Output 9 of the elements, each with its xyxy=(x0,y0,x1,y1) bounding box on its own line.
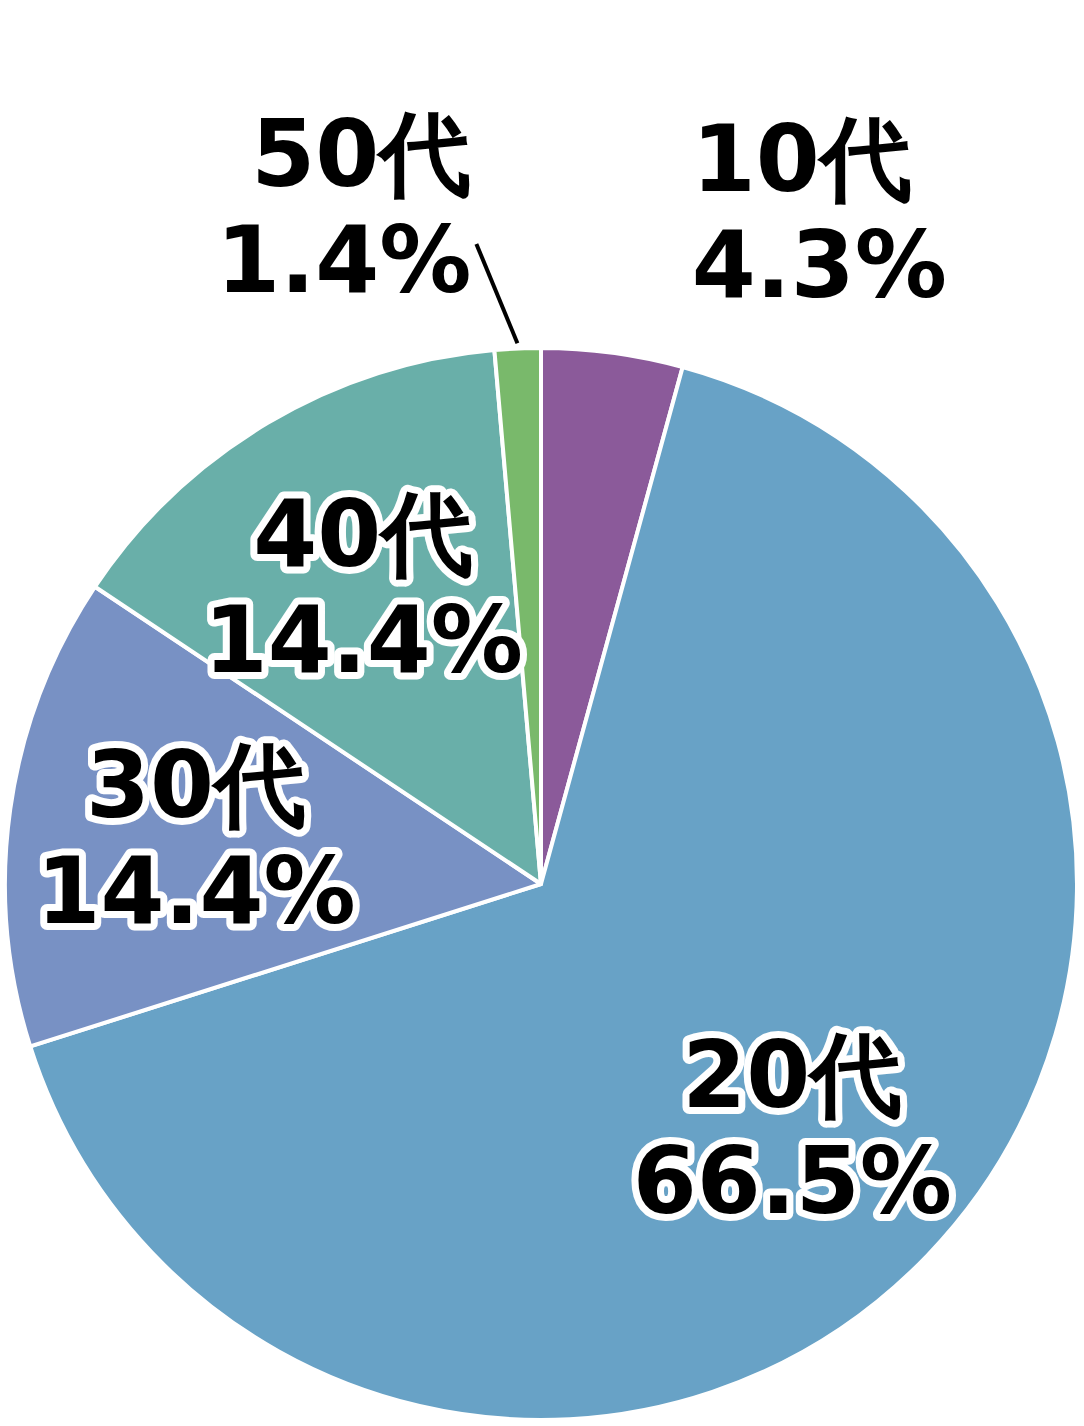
slice-label: 20代 xyxy=(682,1022,903,1130)
data-label: 1.4% xyxy=(216,206,472,314)
data-label: 4.3% xyxy=(691,212,947,320)
slice-label: 40代 xyxy=(253,481,474,589)
data-label: 14.4% xyxy=(36,838,356,946)
slice-label: 10代 xyxy=(691,106,912,214)
slice-label: 30代 xyxy=(85,732,307,840)
data-label: 66.5% xyxy=(632,1128,952,1236)
slice-label: 50代 xyxy=(251,100,472,208)
